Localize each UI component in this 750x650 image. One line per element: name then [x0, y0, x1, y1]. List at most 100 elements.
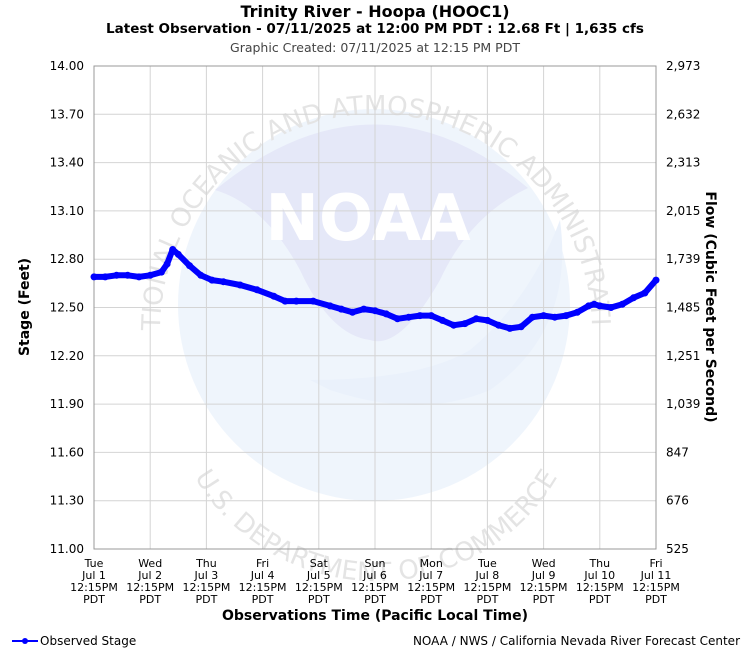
- x-axis-label: Observations Time (Pacific Local Time): [222, 608, 528, 624]
- data-point: [641, 289, 649, 297]
- y-tick-label: 11.00: [50, 542, 84, 556]
- data-point: [186, 262, 193, 270]
- data-point: [113, 271, 120, 279]
- x-tick-label: Wed Jul 2 12:15PM PDT: [126, 557, 174, 606]
- data-point: [197, 271, 205, 279]
- x-tick-label: Sun Jul 6 12:15PM PDT: [351, 557, 399, 606]
- y-tick-label: 13.40: [50, 156, 84, 170]
- data-point: [90, 273, 98, 281]
- data-point: [596, 302, 604, 310]
- x-tick-label: Sat Jul 5 12:15PM PDT: [295, 557, 343, 606]
- y-tick-label: 13.10: [50, 204, 84, 218]
- data-point: [416, 312, 424, 320]
- data-point: [382, 310, 390, 318]
- data-point: [292, 297, 300, 305]
- data-point: [562, 312, 570, 320]
- y2-tick-label: 676: [666, 494, 689, 508]
- data-point: [652, 276, 660, 284]
- data-point: [540, 312, 548, 320]
- y2-tick-label: 2,015: [666, 204, 700, 218]
- series-layer: [90, 246, 660, 332]
- chart-subtitle: Latest Observation - 07/11/2025 at 12:00…: [106, 21, 644, 37]
- data-point: [326, 302, 334, 310]
- y-tick-label: 14.00: [50, 59, 84, 73]
- y-tick-label: 12.80: [50, 252, 84, 266]
- x-tick-label: Mon Jul 7 12:15PM PDT: [407, 557, 455, 606]
- noaa-seal-bird-shape: [215, 124, 528, 342]
- y-tick-label: 12.20: [50, 349, 84, 363]
- graphic-created-text: Graphic Created: 07/11/2025 at 12:15 PM …: [230, 40, 520, 55]
- legend-swatch: [12, 636, 38, 646]
- x-tick-label: Tue Jul 8 12:15PM PDT: [463, 557, 511, 606]
- data-point: [281, 297, 289, 305]
- data-point: [551, 313, 559, 321]
- data-point: [219, 278, 227, 286]
- y2-tick-label: 2,313: [666, 156, 700, 170]
- data-point: [337, 305, 345, 313]
- x-tick-label: Fri Jul 11 12:15PM PDT: [632, 557, 680, 606]
- data-point: [438, 316, 446, 324]
- data-point: [208, 276, 216, 284]
- data-point: [360, 305, 368, 313]
- data-point: [506, 324, 514, 332]
- data-point: [394, 315, 401, 323]
- y-axis-label: Stage (Feet): [17, 258, 33, 356]
- credit-text: NOAA / NWS / California Nevada River For…: [412, 634, 740, 648]
- y2-tick-label: 2,973: [666, 59, 700, 73]
- noaa-seal-wave-shape: [310, 220, 563, 405]
- y-axis-left-ticks: 14.00 13.70 13.40 13.10 12.80 12.50 12.20 11.90…: [50, 59, 84, 556]
- plot-frame: [93, 65, 657, 550]
- data-point: [585, 302, 593, 310]
- data-point: [461, 320, 469, 328]
- data-point: [573, 308, 581, 316]
- data-point: [309, 297, 317, 305]
- x-tick-label: Tue Jul 1 12:15PM PDT: [70, 557, 118, 606]
- data-point: [174, 250, 182, 258]
- x-tick-label: Thu Jul 3 12:15PM PDT: [182, 557, 230, 606]
- data-point: [157, 268, 165, 276]
- noaa-watermark: NOAA NATIONAL OCEANIC AND ATMOSPHERIC AD…: [0, 0, 615, 588]
- legend-label-observed-stage: Observed Stage: [40, 634, 137, 648]
- y-tick-label: 11.90: [50, 397, 84, 411]
- data-point: [495, 321, 503, 329]
- data-point: [169, 246, 177, 253]
- legend: Observed Stage: [12, 634, 136, 648]
- data-point: [349, 308, 356, 316]
- y2-tick-label: 1,251: [666, 349, 700, 363]
- y2-tick-label: 525: [666, 542, 689, 556]
- y-tick-label: 12.50: [50, 301, 84, 315]
- data-point: [124, 271, 132, 279]
- data-point: [427, 312, 435, 320]
- data-point: [270, 292, 278, 300]
- y2-axis-label: Flow (Cubic Feet per Second): [702, 191, 718, 422]
- data-point: [590, 300, 598, 308]
- data-point: [405, 313, 413, 321]
- chart-title: Trinity River - Hoopa (HOOC1): [240, 2, 510, 21]
- y-axis-right-ticks: 2,973 2,632 2,313 2,015 1,739 1,485 1,251 1,039…: [666, 59, 700, 556]
- x-tick-label: Fri Jul 4 12:15PM PDT: [239, 557, 287, 606]
- y-tick-label: 11.30: [50, 494, 84, 508]
- x-tick-label: Wed Jul 9 12:15PM PDT: [520, 557, 568, 606]
- y2-tick-label: 1,739: [666, 252, 700, 266]
- data-point: [607, 304, 615, 311]
- data-point: [528, 313, 536, 321]
- y2-tick-label: 847: [666, 445, 689, 459]
- data-point: [146, 271, 154, 279]
- data-point: [101, 273, 109, 281]
- x-tick-label: Thu Jul 10 12:15PM PDT: [576, 557, 624, 606]
- data-point: [483, 316, 491, 324]
- data-point: [618, 300, 626, 308]
- data-point: [371, 307, 379, 315]
- data-point: [236, 281, 244, 289]
- data-point: [163, 260, 171, 268]
- y2-tick-label: 2,632: [666, 107, 700, 121]
- y2-tick-label: 1,485: [666, 301, 700, 315]
- data-point: [135, 273, 143, 281]
- y2-tick-label: 1,039: [666, 397, 700, 411]
- y-tick-label: 13.70: [50, 107, 84, 121]
- data-point: [630, 294, 637, 302]
- data-point: [517, 323, 525, 331]
- data-point: [450, 321, 458, 329]
